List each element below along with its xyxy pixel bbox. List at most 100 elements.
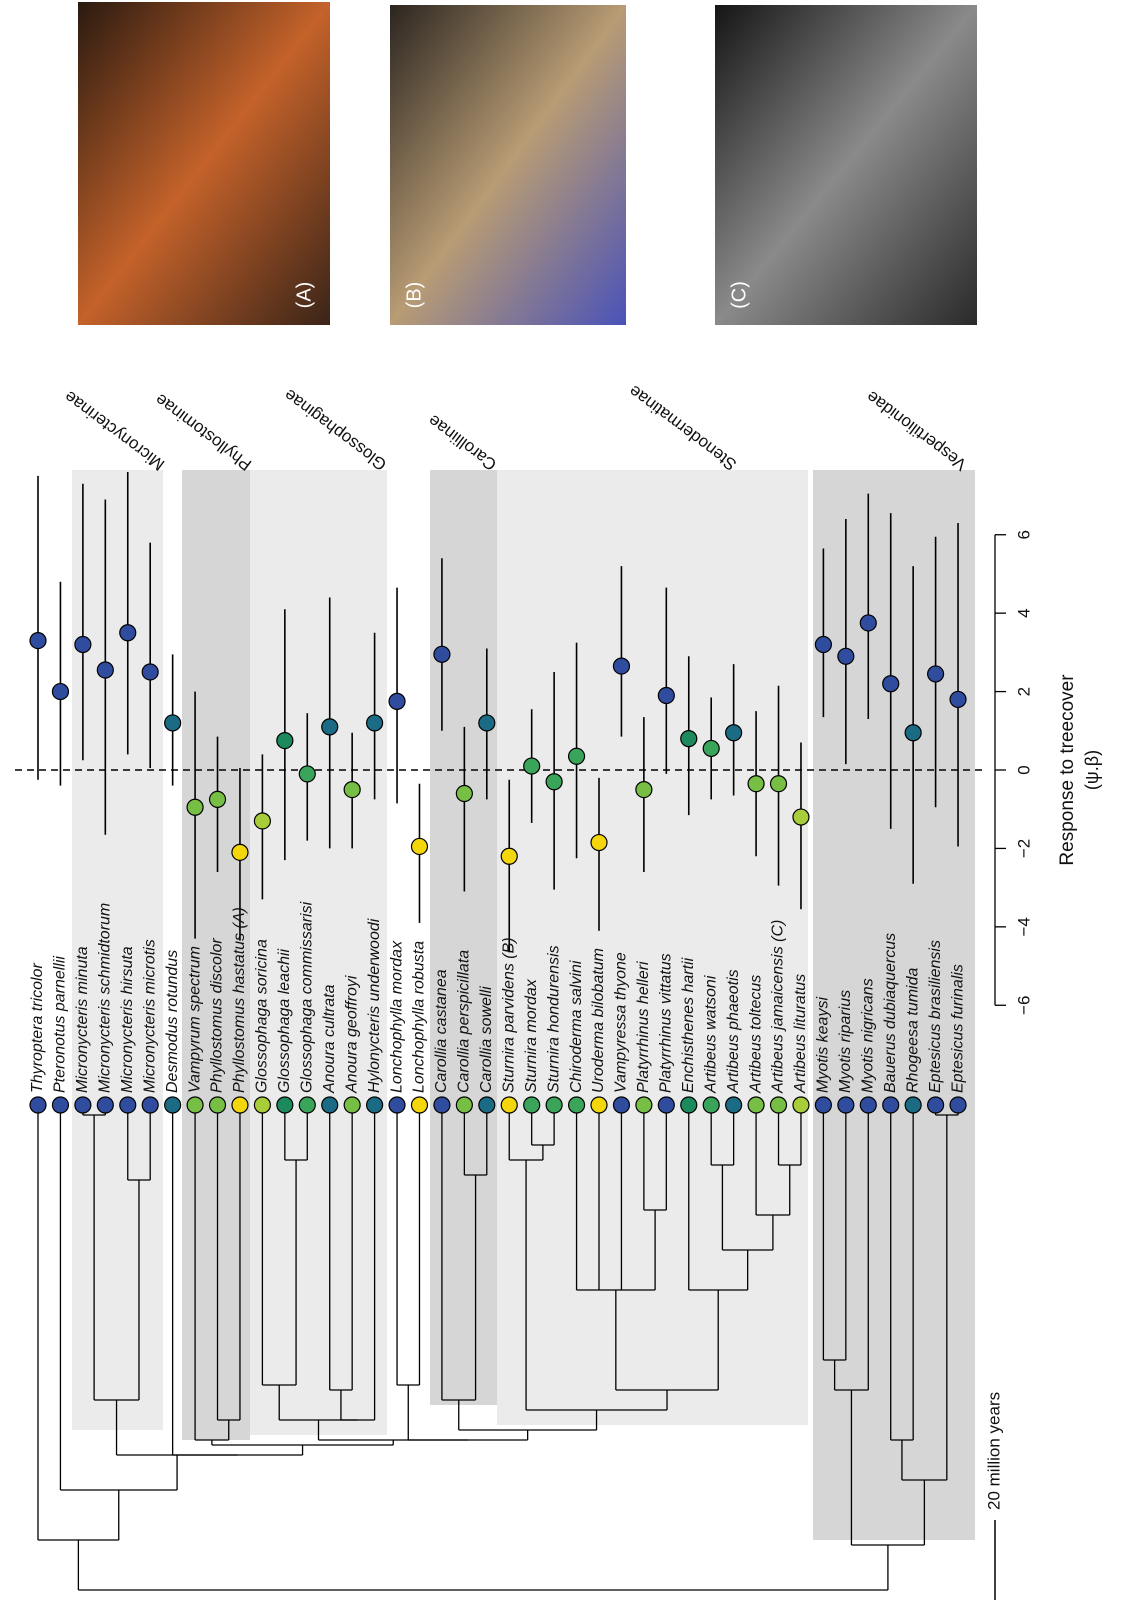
estimate-point [905, 725, 921, 741]
tip-point [367, 1097, 383, 1113]
tip-point [52, 1097, 68, 1113]
species-name: Platyrrhinus vittatus [658, 953, 675, 1093]
estimate-point [658, 688, 674, 704]
species-name: Rhogeesa tumida [904, 967, 921, 1093]
species-name: Artibeus toltecus [747, 975, 764, 1094]
tip-point [434, 1097, 450, 1113]
estimate-point [479, 715, 495, 731]
tip-point [658, 1097, 674, 1113]
species-name: Anoura cultrata [321, 984, 338, 1094]
estimate-point [703, 740, 719, 756]
clade-band [430, 470, 497, 1405]
y-tick-label: 0 [1014, 765, 1033, 774]
tip-point [30, 1097, 46, 1113]
species-name: Lonchophylla mordax [388, 940, 405, 1093]
tip-point [905, 1097, 921, 1113]
tip-point [815, 1097, 831, 1113]
tip-point [210, 1097, 226, 1113]
tip-point [591, 1097, 607, 1113]
tip-point [142, 1097, 158, 1113]
tip-point [636, 1097, 652, 1113]
estimate-point [950, 691, 966, 707]
y-tick-label: 2 [1014, 687, 1033, 696]
y-tick-label: −4 [1014, 917, 1033, 936]
species-name: Sturnira mordax [523, 978, 540, 1093]
estimate-point [344, 782, 360, 798]
estimate-point [771, 776, 787, 792]
tip-point [411, 1097, 427, 1113]
page: MicronycterinaePhyllostominaeGlossophagi… [0, 0, 1141, 1613]
tip-point [703, 1097, 719, 1113]
photo-c [715, 5, 977, 325]
estimate-point [613, 658, 629, 674]
species-name: Phyllostomus hastatus (A) [231, 907, 248, 1093]
estimate-point [434, 646, 450, 662]
species-name: Micronycteris microtis [141, 939, 158, 1093]
estimate-point [501, 848, 517, 864]
species-name: Hylonycteris underwoodi [366, 918, 383, 1093]
species-name: Myotis keaysi [815, 997, 832, 1093]
tip-point [75, 1097, 91, 1113]
tip-point [793, 1097, 809, 1113]
species-name: Thyroptera tricolor [29, 963, 46, 1093]
estimate-point [928, 666, 944, 682]
species-name: Artibeus watsoni [702, 975, 719, 1094]
species-name: Platyrrhinus helleri [635, 961, 652, 1093]
estimate-point [726, 725, 742, 741]
estimate-point [299, 766, 315, 782]
estimate-point [389, 693, 405, 709]
species-name: Pteronotus parnellii [52, 956, 69, 1093]
estimate-point [546, 774, 562, 790]
scale-bar-label: 20 million years [984, 1392, 1003, 1510]
clade-label: Vespertilionidae [863, 387, 970, 474]
tip-point [524, 1097, 540, 1113]
tip-point [950, 1097, 966, 1113]
species-name: Carollia sowelli [478, 986, 495, 1093]
estimate-point [254, 813, 270, 829]
species-name: Myotis nigricans [859, 978, 876, 1093]
estimate-point [322, 719, 338, 735]
tip-point [883, 1097, 899, 1113]
species-name: Lonchophylla robusta [411, 941, 428, 1093]
species-name: Carollia perspicillata [456, 950, 473, 1093]
estimate-point [793, 809, 809, 825]
tip-point [456, 1097, 472, 1113]
species-name: Artibeus phaeotis [725, 969, 742, 1094]
tip-point [254, 1097, 270, 1113]
tip-point [501, 1097, 517, 1113]
tip-point [344, 1097, 360, 1113]
axis-label-symbol: (ψ.β) [1082, 750, 1102, 790]
photo-label: (B) [403, 282, 425, 309]
species-name: Vampyressa thyone [613, 952, 630, 1093]
estimate-point [748, 776, 764, 792]
y-tick-label: −2 [1014, 839, 1033, 858]
tip-point [165, 1097, 181, 1113]
tip-point [97, 1097, 113, 1113]
photo-label: (A) [293, 282, 315, 309]
species-name: Enchisthenes hartii [680, 957, 697, 1093]
estimate-point [30, 633, 46, 649]
estimate-point [591, 835, 607, 851]
estimate-point [860, 615, 876, 631]
y-tick-label: −6 [1014, 996, 1033, 1015]
estimate-point [883, 676, 899, 692]
species-name: Artibeus lituratus [792, 974, 809, 1094]
tip-point [232, 1097, 248, 1113]
estimate-point [187, 799, 203, 815]
photo-a [78, 2, 330, 325]
tip-point [389, 1097, 405, 1113]
species-name: Bauerus dubiaquercus [882, 933, 899, 1093]
species-name: Micronycteris minuta [74, 946, 91, 1093]
tip-point [748, 1097, 764, 1113]
estimate-point [367, 715, 383, 731]
species-name: Vampyrum spectrum [186, 946, 203, 1093]
species-name: Eptesicus brasiliensis [927, 940, 944, 1093]
estimate-point [815, 637, 831, 653]
tip-point [928, 1097, 944, 1113]
y-tick-label: 4 [1014, 608, 1033, 617]
tip-point [299, 1097, 315, 1113]
clade-label: Micronycterinae [61, 387, 168, 474]
species-name: Micronycteris schmidtorum [97, 903, 114, 1093]
photo-label: (C) [728, 281, 750, 309]
species-name: Glossophaga soricina [254, 939, 271, 1093]
